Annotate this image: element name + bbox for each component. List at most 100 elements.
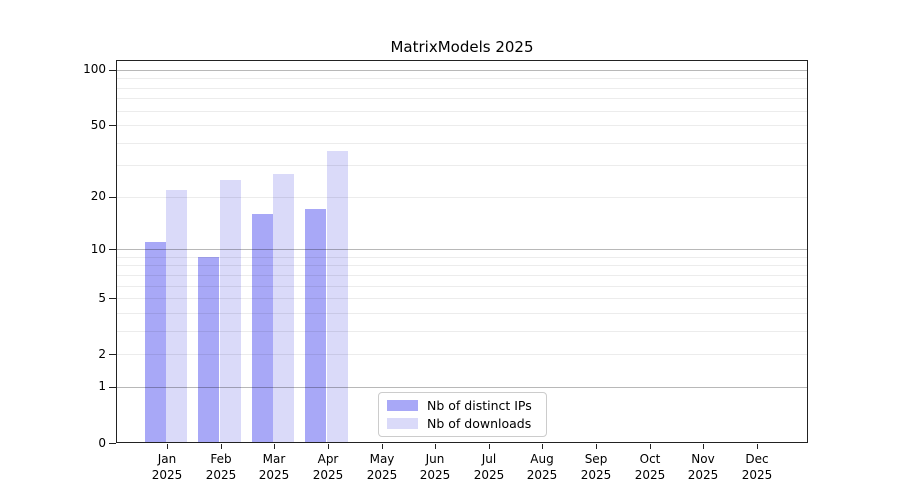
x-tick-label-1: Feb 2025: [191, 452, 251, 483]
x-tick-6: [489, 444, 490, 449]
gridline-minor-90: [116, 78, 808, 79]
y-tick-2: [109, 354, 116, 355]
legend-item-downloads: Nb of downloads: [387, 416, 538, 431]
y-tick-label-100: 100: [83, 62, 106, 76]
bar-distinct-ips-0: [144, 242, 166, 443]
y-tick-10: [109, 249, 116, 250]
y-tick-label-10: 10: [90, 242, 106, 256]
x-tick-5: [435, 444, 436, 449]
y-tick-label-50: 50: [90, 118, 106, 132]
bar-downloads-1: [219, 179, 241, 443]
gridline-minor-40: [116, 143, 808, 144]
bar-distinct-ips-1: [198, 256, 220, 443]
x-tick-label-9: Oct 2025: [620, 452, 680, 483]
x-tick-label-line: Jul: [481, 452, 497, 466]
gridline-minor-7: [116, 275, 808, 276]
bar-downloads-0: [166, 189, 187, 443]
x-tick-label-line: May: [369, 452, 395, 466]
gridline-major-10: [116, 249, 808, 250]
gridline-minor-50: [116, 125, 808, 126]
bar-downloads-2: [273, 173, 295, 443]
x-tick-label-11: Dec 2025: [727, 452, 787, 483]
x-tick-4: [382, 444, 383, 449]
x-tick-1: [221, 444, 222, 449]
x-tick-label-3: Apr 2025: [298, 452, 358, 483]
y-tick-20: [109, 197, 116, 198]
legend-swatch-distinct-ips: [387, 400, 418, 412]
x-tick-label-line: 2025: [634, 467, 666, 482]
x-tick-label-line: Feb: [210, 452, 232, 466]
chart-title: MatrixModels 2025: [390, 38, 534, 56]
x-tick-label-line: 2025: [258, 467, 290, 482]
y-tick-50: [109, 125, 116, 126]
x-tick-label-line: 2025: [526, 467, 558, 482]
x-tick-10: [703, 444, 704, 449]
y-tick-1: [109, 387, 116, 388]
x-tick-label-line: 2025: [687, 467, 719, 482]
x-tick-label-5: Jun 2025: [405, 452, 465, 483]
gridline-minor-30: [116, 165, 808, 166]
x-tick-label-line: 2025: [473, 467, 505, 482]
x-tick-label-8: Sep 2025: [566, 452, 626, 483]
x-tick-label-line: Sep: [584, 452, 608, 466]
legend-swatch-downloads: [387, 417, 418, 429]
x-tick-label-line: Mar: [262, 452, 286, 466]
x-tick-label-line: Apr: [317, 452, 339, 466]
x-tick-label-10: Nov 2025: [673, 452, 733, 483]
x-tick-label-2: Mar 2025: [244, 452, 304, 483]
x-tick-label-line: Dec: [745, 452, 769, 466]
y-tick-5: [109, 298, 116, 299]
gridline-minor-9: [116, 257, 808, 258]
gridline-minor-8: [116, 265, 808, 266]
x-tick-label-6: Jul 2025: [459, 452, 519, 483]
plot-area: [116, 60, 808, 443]
x-tick-label-line: 2025: [419, 467, 451, 482]
legend-label-distinct-ips: Nb of distinct IPs: [427, 398, 532, 414]
gridline-major-100: [116, 70, 808, 71]
gridline-minor-60: [116, 111, 808, 112]
y-tick-label-20: 20: [90, 189, 106, 203]
x-tick-label-line: Oct: [639, 452, 661, 466]
x-tick-label-line: Nov: [691, 452, 715, 466]
y-tick-label-0: 0: [98, 436, 106, 450]
legend-label-downloads: Nb of downloads: [427, 415, 532, 431]
x-tick-label-line: Jun: [425, 452, 445, 466]
x-tick-3: [328, 444, 329, 449]
gridline-minor-20: [116, 197, 808, 198]
x-tick-0: [167, 444, 168, 449]
x-tick-label-0: Jan 2025: [137, 452, 197, 483]
y-tick-label-2: 2: [98, 347, 106, 361]
x-tick-label-line: 2025: [366, 467, 398, 482]
gridline-minor-2: [116, 354, 808, 355]
x-tick-11: [757, 444, 758, 449]
x-tick-label-7: Aug 2025: [512, 452, 572, 483]
y-tick-label-5: 5: [98, 291, 106, 305]
legend: Nb of distinct IPs Nb of downloads: [378, 392, 547, 437]
x-tick-9: [650, 444, 651, 449]
x-tick-label-line: 2025: [312, 467, 344, 482]
gridline-minor-5: [116, 298, 808, 299]
x-tick-label-line: 2025: [205, 467, 237, 482]
x-tick-2: [274, 444, 275, 449]
y-tick-0: [109, 443, 116, 444]
x-tick-label-line: Aug: [530, 452, 554, 466]
gridline-minor-80: [116, 88, 808, 89]
x-tick-label-line: 2025: [741, 467, 773, 482]
gridline-minor-4: [116, 313, 808, 314]
x-tick-7: [542, 444, 543, 449]
x-tick-label-line: 2025: [151, 467, 183, 482]
bar-distinct-ips-2: [251, 214, 273, 443]
x-tick-label-4: May 2025: [352, 452, 412, 483]
legend-item-distinct-ips: Nb of distinct IPs: [387, 398, 538, 413]
x-tick-label-line: 2025: [580, 467, 612, 482]
bar-distinct-ips-3: [305, 209, 327, 443]
y-tick-100: [109, 70, 116, 71]
bar-downloads-3: [326, 151, 348, 443]
y-tick-label-1: 1: [98, 379, 106, 393]
gridline-major-1: [116, 387, 808, 388]
gridline-minor-3: [116, 331, 808, 332]
x-tick-label-line: Jan: [157, 452, 177, 466]
gridline-minor-70: [116, 98, 808, 99]
gridline-minor-6: [116, 286, 808, 287]
